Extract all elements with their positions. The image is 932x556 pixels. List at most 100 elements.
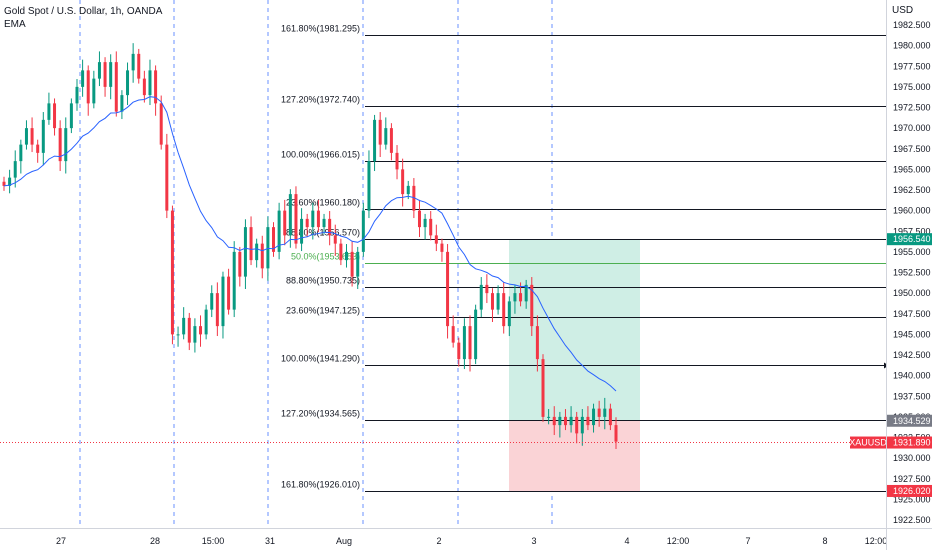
candle-body bbox=[474, 309, 478, 360]
candle-body bbox=[322, 218, 326, 228]
candle-body bbox=[75, 86, 79, 104]
price-badge bbox=[887, 484, 932, 497]
time-label: 4 bbox=[624, 536, 629, 546]
candle-body bbox=[272, 227, 276, 252]
candle-body bbox=[283, 210, 287, 236]
candle-body bbox=[47, 103, 51, 120]
price-tick: 1960.000 bbox=[893, 206, 931, 216]
candle-body bbox=[19, 144, 23, 162]
level-arrow-icon bbox=[884, 362, 886, 369]
candle-body bbox=[451, 326, 455, 343]
fib-level-label: 161.80%(1981.295) bbox=[281, 24, 360, 34]
chart-legend: Gold Spot / U.S. Dollar, 1h, OANDA EMA bbox=[4, 5, 162, 31]
candle-body bbox=[86, 70, 90, 104]
time-label: 8 bbox=[822, 536, 827, 546]
candle-body bbox=[524, 284, 528, 302]
fib-level-label: 100.00%(1966.015) bbox=[281, 150, 360, 160]
candle-body bbox=[490, 293, 494, 310]
price-tick: 1965.000 bbox=[893, 164, 931, 174]
candle-body bbox=[53, 103, 57, 129]
price-tick: 1950.000 bbox=[893, 288, 931, 298]
candle-body bbox=[367, 161, 371, 211]
price-tick: 1942.500 bbox=[893, 350, 931, 360]
candle-body bbox=[569, 416, 573, 426]
candle-body bbox=[541, 359, 545, 417]
candle-body bbox=[69, 103, 73, 129]
time-label: 2 bbox=[436, 536, 441, 546]
candle-body bbox=[586, 416, 590, 426]
candle-body bbox=[434, 235, 438, 244]
candle-body bbox=[24, 128, 28, 145]
candle-body bbox=[406, 185, 410, 195]
candle-body bbox=[159, 103, 163, 145]
candle-body bbox=[227, 276, 231, 310]
candle-body bbox=[316, 210, 320, 228]
candle-body bbox=[165, 144, 169, 211]
candle-body bbox=[182, 317, 186, 335]
candle-body bbox=[126, 70, 130, 96]
price-tick: 1962.500 bbox=[893, 185, 931, 195]
candle-body bbox=[502, 293, 506, 327]
candle-body bbox=[92, 78, 96, 104]
symbol-badge bbox=[850, 436, 886, 449]
price-badge-value: 1934.529 bbox=[893, 416, 931, 426]
candle-body bbox=[446, 251, 450, 327]
price-badge bbox=[887, 436, 932, 449]
price-tick: 1937.500 bbox=[893, 391, 931, 401]
time-label: 27 bbox=[56, 536, 66, 546]
candle-body bbox=[300, 218, 304, 244]
fib-level-label: 50.0%(1953.653) bbox=[291, 252, 360, 262]
time-axis[interactable]: 27 28 15:00 31 Aug 2 3 4 12:00 7 8 12:00 bbox=[0, 528, 887, 550]
candle-body bbox=[210, 293, 214, 310]
candle-body bbox=[552, 416, 556, 426]
candle-body bbox=[137, 53, 141, 79]
candle-body bbox=[238, 251, 242, 277]
candle-body bbox=[389, 128, 393, 153]
candle-body bbox=[373, 119, 377, 162]
fib-level-label: 127.20%(1972.740) bbox=[281, 95, 360, 105]
profit-zone bbox=[509, 239, 640, 421]
candle-body bbox=[176, 334, 180, 336]
fib-level-label: 88.80%(1950.735) bbox=[286, 276, 360, 286]
symbol-title[interactable]: Gold Spot / U.S. Dollar, 1h, OANDA bbox=[4, 6, 163, 17]
price-tick: 1922.500 bbox=[893, 515, 931, 525]
price-chart[interactable]: 161.80%(1981.295) 127.20%(1972.740) 100.00… bbox=[0, 0, 886, 528]
candle-body bbox=[232, 251, 236, 310]
candle-body bbox=[535, 326, 539, 360]
candle-body bbox=[103, 62, 107, 87]
price-badge bbox=[887, 233, 932, 246]
price-tick: 1970.000 bbox=[893, 123, 931, 133]
candle-body bbox=[479, 284, 483, 310]
candle-body bbox=[547, 416, 551, 418]
price-badge bbox=[887, 414, 932, 427]
candle-body bbox=[58, 128, 62, 162]
candle-body bbox=[462, 326, 466, 360]
fib-level-label: 100.00%(1941.290) bbox=[281, 354, 360, 364]
price-axis[interactable]: 1982.500 1980.000 1977.500 1975.000 1972.500… bbox=[886, 0, 932, 528]
candle-body bbox=[255, 243, 259, 261]
chart-area[interactable]: 161.80%(1981.295) 127.20%(1972.740) 100.00… bbox=[0, 0, 886, 528]
candle-body bbox=[558, 416, 562, 426]
price-tick: 1940.000 bbox=[893, 371, 931, 381]
candle-body bbox=[580, 416, 584, 434]
candle-body bbox=[97, 62, 101, 79]
fib-level-label: 161.80%(1926.010) bbox=[281, 480, 360, 490]
candle-body bbox=[423, 218, 427, 228]
candle-body bbox=[614, 425, 618, 442]
candle-body bbox=[249, 227, 253, 261]
price-tick: 1925.000 bbox=[893, 494, 931, 504]
candle-body bbox=[496, 293, 500, 310]
time-label: 15:00 bbox=[202, 536, 225, 546]
candle-body bbox=[507, 301, 511, 327]
candle-body bbox=[215, 293, 219, 327]
indicator-label[interactable]: EMA bbox=[4, 19, 26, 30]
candle-body bbox=[417, 210, 421, 228]
price-tick: 1927.500 bbox=[893, 474, 931, 484]
time-label: Aug bbox=[336, 536, 352, 546]
fib-level-label: 23.60%(1960.180) bbox=[286, 198, 360, 208]
price-tick: 1982.500 bbox=[893, 20, 931, 30]
candle-body bbox=[563, 416, 567, 426]
candle-body bbox=[8, 177, 12, 186]
currency-label[interactable]: USD bbox=[892, 5, 914, 16]
candle-body bbox=[187, 317, 191, 343]
